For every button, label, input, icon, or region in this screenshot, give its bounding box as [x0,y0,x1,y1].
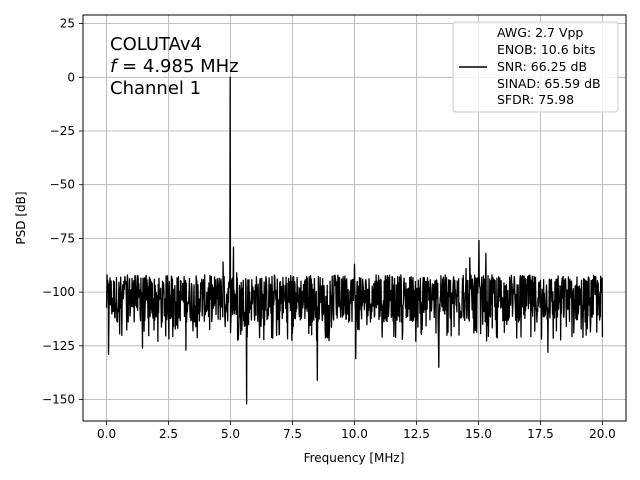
y-tick-label: 25 [60,17,75,31]
x-tick-label: 10.0 [341,427,368,441]
x-tick-label: 17.5 [527,427,554,441]
psd-series-line [105,76,604,405]
legend: AWG: 2.7 Vpp ENOB: 10.6 bits SNR: 66.25 … [452,21,619,113]
x-tick-label: 15.0 [465,427,492,441]
annotation-line-1: COLUTAv4 [110,34,202,55]
x-tick-label: 2.5 [159,427,178,441]
x-tick-label: 0.0 [97,427,116,441]
x-tick-label: 5.0 [221,427,240,441]
y-tick-label: −25 [50,124,75,138]
annotation-variable: f [110,56,119,77]
x-tick-label: 12.5 [403,427,430,441]
x-axis-ticks: 0.0 2.5 5.0 7.5 10.0 12.5 15.0 17.5 20.0 [97,421,616,441]
legend-entry-line-4: SINAD: 65.59 dB [497,76,601,91]
y-tick-label: −50 [50,178,75,192]
y-tick-label: −75 [50,231,75,245]
legend-entry-line-3: SNR: 66.25 dB [497,59,587,74]
annotation-line-3: Channel 1 [110,78,201,99]
series-layer [105,76,604,405]
y-tick-label: −125 [42,339,75,353]
grid [83,15,626,421]
annotation-frequency: = 4.985 MHz [116,56,238,77]
y-axis-ticks: 25 0 −25 −50 −75 −100 −125 −150 [42,17,83,407]
x-tick-label: 20.0 [589,427,616,441]
legend-entry-line-2: ENOB: 10.6 bits [497,42,595,57]
legend-entry-line-1: AWG: 2.7 Vpp [497,25,583,40]
y-tick-label: −100 [42,285,75,299]
legend-box [452,21,619,113]
x-tick-label: 7.5 [283,427,302,441]
annotation: COLUTAv4 f = 4.985 MHz Channel 1 [110,34,239,99]
legend-entry-line-5: SFDR: 75.98 [497,92,574,107]
y-tick-label: 0 [67,70,75,84]
y-axis-label: PSD [dB] [14,191,28,244]
x-axis-label: Frequency [MHz] [304,451,405,465]
annotation-line-2: f = 4.985 MHz [110,56,239,77]
y-tick-label: −150 [42,393,75,407]
